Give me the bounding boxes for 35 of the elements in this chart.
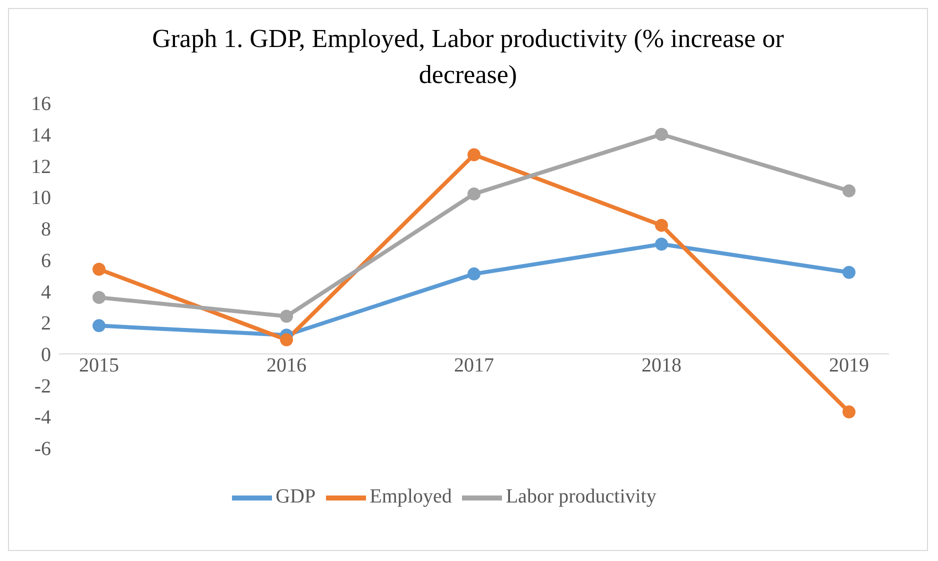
x-tick-label: 2019 [829,354,869,377]
y-tick-label: -6 [34,438,51,460]
x-tick-label: 2018 [642,354,682,377]
y-tick-label: 2 [41,312,51,335]
point [655,238,668,251]
y-tick-label: 6 [41,250,51,272]
x-tick-label: 2016 [266,354,306,377]
y-tick-label: -4 [34,406,51,429]
legend-label: GDP [276,486,316,508]
point [842,266,856,279]
point [468,148,480,162]
y-tick-label: 0 [41,344,51,366]
point [280,310,293,323]
x-tick-label: 2015 [79,354,119,377]
point [842,405,856,418]
y-tick-label: 4 [41,281,51,304]
point [655,218,668,232]
y-tick-label: 12 [31,156,51,178]
y-tick-label: 16 [31,93,51,116]
legend-label: Labor productivity [506,486,656,508]
y-tick-label: 8 [41,218,51,241]
x-tick-label: 2017 [454,354,494,377]
point [468,267,480,280]
point [468,187,480,200]
point [92,262,106,276]
point [280,333,293,346]
point [655,128,668,141]
point [92,319,106,332]
y-tick-label: 14 [31,124,51,146]
point [92,290,106,304]
y-tick-label: 10 [31,187,51,210]
chart-title: Graph 1. GDP, Employed, Labor productivity (% increase or decrease) [151,23,785,91]
point [842,184,856,198]
legend-label: Employed [370,486,452,508]
y-tick-label: -2 [34,375,51,398]
